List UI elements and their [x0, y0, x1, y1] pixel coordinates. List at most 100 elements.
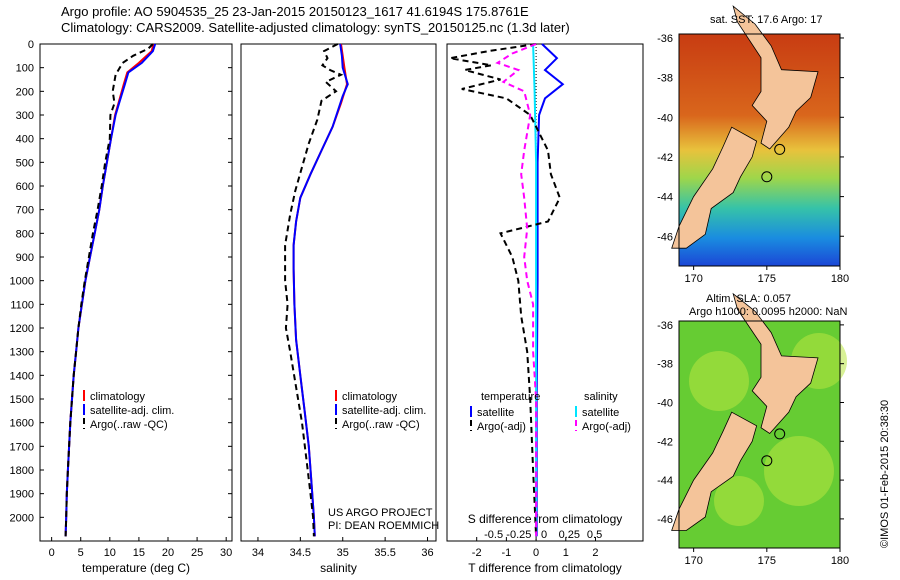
- lat-tick-label: -42: [657, 152, 673, 164]
- lon-tick-label: 175: [758, 273, 776, 285]
- north-island: [732, 292, 819, 435]
- y-tick-label: 1700: [10, 441, 34, 453]
- y-tick-label: 1900: [10, 489, 34, 501]
- x-tick-label: 34: [252, 547, 264, 559]
- series-line-t-argo-adj-: [449, 43, 561, 537]
- legend-label: satellite-adj. clim.: [90, 405, 174, 417]
- top-tick-label: -0.5: [484, 529, 503, 541]
- lat-tick-label: -44: [657, 192, 673, 204]
- legend-label: Argo(-adj): [582, 421, 631, 433]
- figure-title-line2: Climatology: CARS2009. Satellite-adjuste…: [61, 20, 570, 35]
- top-tick-label: 0.25: [559, 529, 580, 541]
- y-tick-label: 1300: [10, 347, 34, 359]
- y-tick-label: 2000: [10, 512, 34, 524]
- y-tick-label: 600: [16, 181, 34, 193]
- legend-label: Argo(..raw -QC): [342, 419, 420, 431]
- y-tick-label: 1600: [10, 418, 34, 430]
- temperature-panel: 0100200300400500600700800900100011001200…: [10, 39, 233, 575]
- north-island: [732, 5, 819, 150]
- x-tick-label: -2: [472, 547, 482, 559]
- series-line-s-argo-adj-: [495, 43, 538, 537]
- x-axis-label: temperature (deg C): [82, 561, 190, 575]
- difference-panel: -2 -1 0 1 2 T difference from climatology S di…: [446, 43, 644, 575]
- sla-map-title-1: Altim. SLA: 0.057: [706, 293, 791, 305]
- legend-label: satellite: [477, 407, 514, 419]
- top-tick-label: -0.25: [506, 529, 531, 541]
- x-tick-label: 15: [133, 547, 145, 559]
- y-tick-label: 300: [16, 110, 34, 122]
- sla-blob: [689, 351, 749, 411]
- legend-label: Argo(-adj): [477, 421, 526, 433]
- lat-tick-label: -40: [657, 397, 673, 409]
- float-marker: [774, 143, 786, 155]
- legend-title-salinity: salinity: [584, 391, 618, 403]
- x-tick-label: 20: [162, 547, 174, 559]
- y-tick-label: 800: [16, 228, 34, 240]
- sla-blob: [714, 476, 764, 526]
- map-frame: [678, 320, 841, 549]
- series-line-t-satellite: [535, 43, 565, 537]
- y-tick-label: 1800: [10, 465, 34, 477]
- x-tick-label: 2: [592, 547, 598, 559]
- lat-tick-label: -46: [657, 231, 673, 243]
- y-tick-label: 700: [16, 205, 34, 217]
- series-line-satellite-adj-clim-: [292, 43, 349, 537]
- lon-tick-label: 170: [684, 555, 702, 567]
- legend-label: climatology: [90, 391, 146, 403]
- top-axis-label: S difference from climatology: [468, 512, 623, 526]
- lat-tick-label: -36: [657, 33, 673, 45]
- lon-tick-label: 170: [684, 273, 702, 285]
- x-tick-label: 25: [191, 547, 203, 559]
- y-tick-label: 1400: [10, 370, 34, 382]
- y-tick-label: 200: [16, 86, 34, 98]
- x-tick-label: 0: [533, 547, 539, 559]
- y-tick-label: 0: [28, 39, 34, 51]
- south-island: [671, 411, 758, 531]
- y-tick-label: 400: [16, 134, 34, 146]
- x-tick-label: -1: [502, 547, 512, 559]
- x-tick-label: 35: [337, 547, 349, 559]
- lon-tick-label: 175: [758, 555, 776, 567]
- x-tick-label: 30: [220, 547, 232, 559]
- x-axis-label: T difference from climatology: [468, 561, 622, 575]
- lat-tick-label: -40: [657, 112, 673, 124]
- x-tick-label: 10: [104, 547, 116, 559]
- x-tick-label: 1: [563, 547, 569, 559]
- lat-tick-label: -44: [657, 475, 673, 487]
- y-tick-label: 1500: [10, 394, 34, 406]
- x-tick-label: 36: [421, 547, 433, 559]
- project-note: US ARGO PROJECT: [328, 507, 433, 519]
- legend-label: satellite: [582, 407, 619, 419]
- pi-note: PI: DEAN ROEMMICH: [328, 520, 440, 532]
- sla-blob: [764, 436, 834, 506]
- legend-label: Argo(..raw -QC): [90, 419, 168, 431]
- x-tick-label: 35.5: [374, 547, 395, 559]
- lat-tick-label: -38: [657, 73, 673, 85]
- lat-tick-label: -36: [657, 320, 673, 332]
- lat-tick-label: -38: [657, 359, 673, 371]
- legend-label: climatology: [342, 391, 398, 403]
- figure-title-line1: Argo profile: AO 5904535_25 23-Jan-2015 …: [61, 4, 529, 19]
- sla-map-title-2: Argo h1000: 0.0095 h2000: NaN: [689, 306, 848, 318]
- lon-tick-label: 180: [831, 273, 849, 285]
- sla-map: -36 -38 -40 -42 -44 -46 170 175 180: [657, 292, 849, 567]
- sst-map: -36 -38 -40 -42 -44 -46 170 175 180: [657, 5, 849, 285]
- top-tick-label: 0.5: [587, 529, 602, 541]
- x-tick-label: 5: [78, 547, 84, 559]
- y-tick-label: 500: [16, 157, 34, 169]
- top-tick-label: 0: [541, 529, 547, 541]
- lat-tick-label: -42: [657, 436, 673, 448]
- legend-title-temperature: temperature: [481, 391, 540, 403]
- map-frame: [678, 33, 841, 267]
- y-tick-label: 1200: [10, 323, 34, 335]
- y-tick-label: 100: [16, 63, 34, 75]
- imos-timestamp: ©IMOS 01-Feb-2015 20:38:30: [879, 399, 891, 548]
- legend-label: satellite-adj. clim.: [342, 405, 426, 417]
- float-marker: [761, 455, 773, 467]
- x-axis-label: salinity: [320, 561, 357, 575]
- y-tick-label: 900: [16, 252, 34, 264]
- series-line-argo-raw-qc-: [284, 43, 344, 537]
- salinity-panel: 34 34.5 35 35.5 36 salinity climatology satelli…: [240, 43, 437, 575]
- float-marker: [774, 428, 786, 440]
